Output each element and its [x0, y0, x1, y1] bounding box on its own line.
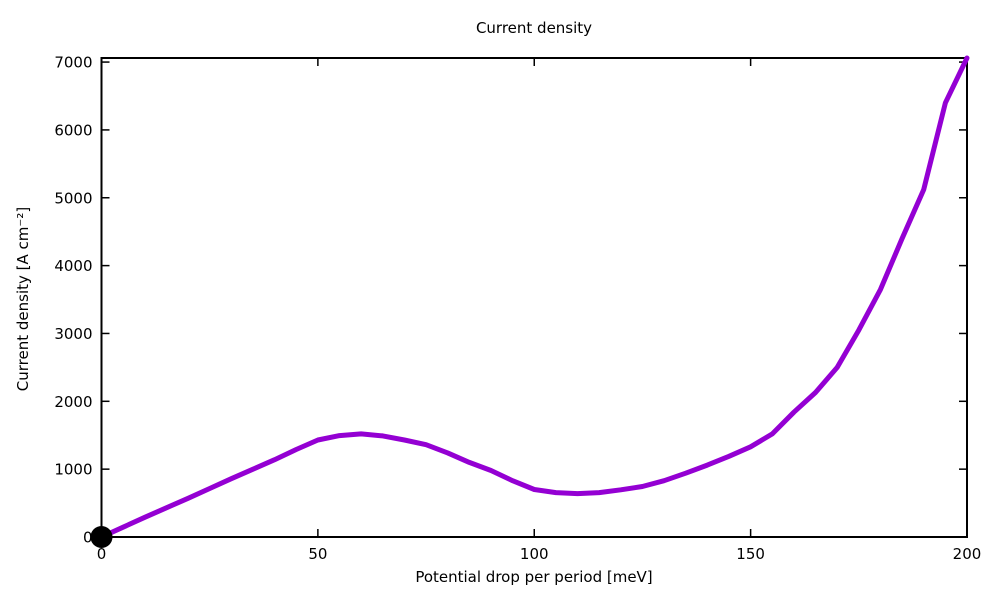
y-tick-label: 6000 [54, 121, 92, 139]
x-tick-label: 200 [953, 545, 982, 563]
y-tick-label: 7000 [54, 54, 92, 72]
y-tick-label: 1000 [54, 461, 92, 479]
chart-title: Current density [475, 19, 593, 37]
x-tick-label: 50 [308, 545, 327, 563]
y-tick-label: 5000 [54, 189, 92, 207]
plot-border [100, 57, 968, 538]
x-axis-label: Potential drop per period [meV] [415, 568, 653, 586]
series-current-density [99, 55, 970, 540]
origin-point-marker [90, 526, 113, 548]
x-tick-label: 0 [97, 545, 107, 563]
y-tick-label: 4000 [54, 257, 92, 275]
y-tick-label: 2000 [54, 393, 92, 411]
x-tick-label: 150 [736, 545, 765, 563]
x-tick-label: 100 [520, 545, 549, 563]
y-axis-label: Current density [A cm⁻²] [14, 206, 32, 392]
y-tick-label: 3000 [54, 325, 92, 343]
y-tick-label: 0 [83, 529, 93, 547]
